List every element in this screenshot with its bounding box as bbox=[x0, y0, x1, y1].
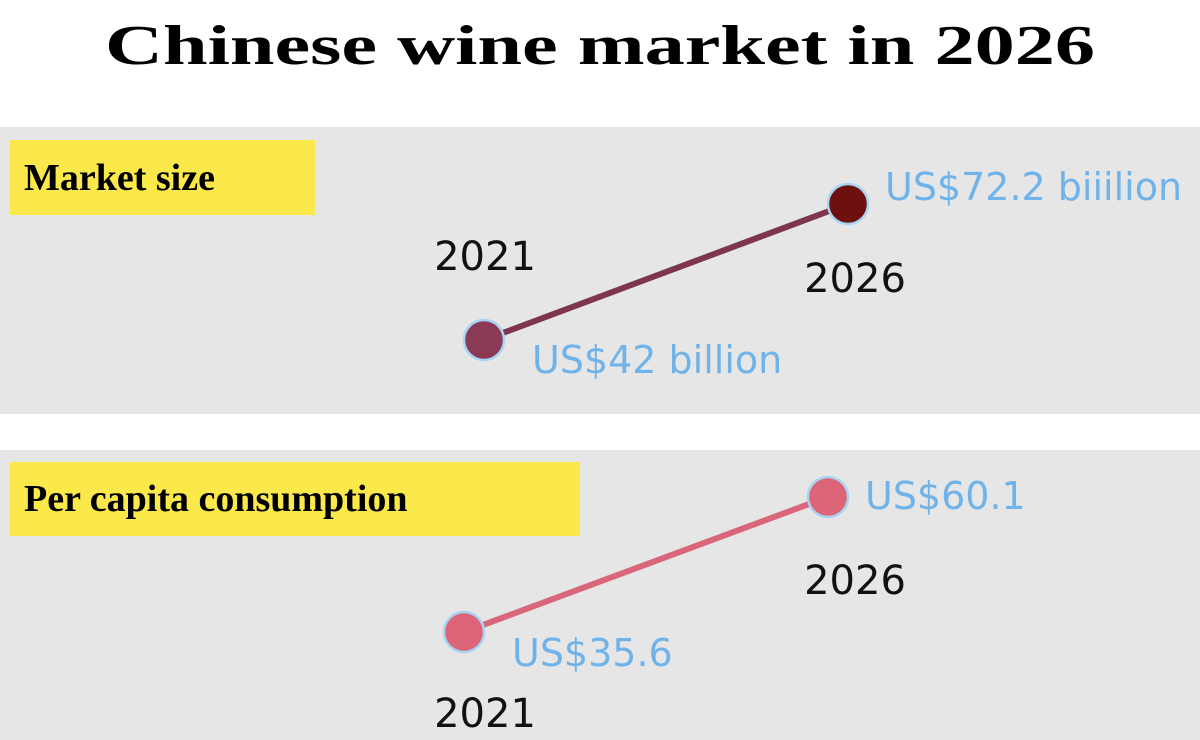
category-label: 2021 bbox=[434, 691, 536, 737]
value-label: US$35.6 bbox=[512, 631, 673, 675]
value-label: US$42 billion bbox=[532, 338, 782, 382]
panel-title-box bbox=[10, 462, 580, 536]
category-label: 2026 bbox=[804, 558, 906, 604]
panel-title: Market size bbox=[24, 157, 215, 199]
category-label: 2026 bbox=[804, 256, 906, 302]
panel-title: Per capita consumption bbox=[24, 478, 408, 520]
trend-line bbox=[462, 494, 830, 635]
value-label: US$72.2 biiilion bbox=[885, 165, 1182, 209]
trend-line bbox=[482, 201, 850, 343]
data-point bbox=[462, 318, 506, 362]
value-label: US$60.1 bbox=[865, 474, 1026, 518]
data-point bbox=[442, 610, 486, 654]
category-label: 2021 bbox=[434, 234, 536, 280]
data-point bbox=[826, 182, 870, 226]
data-point bbox=[806, 475, 850, 519]
panel-title-box bbox=[10, 140, 315, 215]
page-title: Chinese wine market in 2026 bbox=[105, 15, 1095, 77]
